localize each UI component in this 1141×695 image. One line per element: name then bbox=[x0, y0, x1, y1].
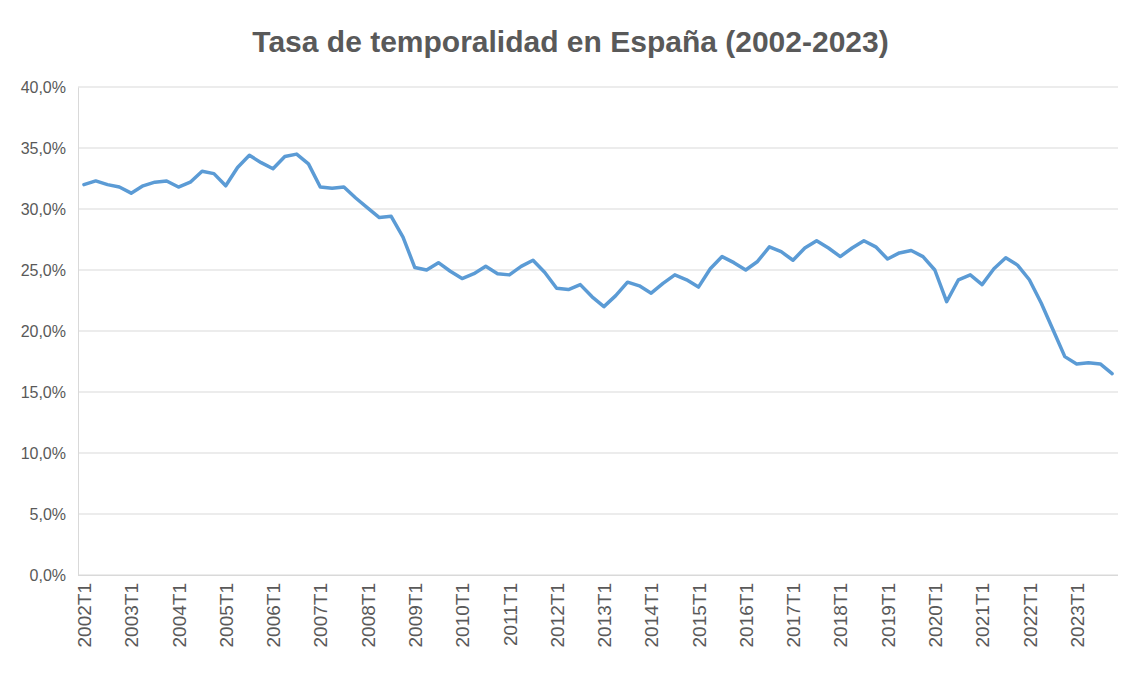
x-tick-label: 2017T1 bbox=[783, 583, 804, 647]
plot-area: 0,0% 5,0% 10,0% 15,0% 20,0% 25,0% 30,0% 35,0% 40… bbox=[21, 79, 1118, 648]
y-tick-label: 15,0% bbox=[21, 384, 66, 401]
x-tick-label: 2004T1 bbox=[169, 583, 190, 647]
x-tick-label: 2014T1 bbox=[641, 583, 662, 647]
data-line bbox=[84, 154, 1112, 374]
x-tick-label: 2010T1 bbox=[452, 583, 473, 647]
x-tick-label: 2015T1 bbox=[689, 583, 710, 647]
x-tick-label: 2018T1 bbox=[830, 583, 851, 647]
x-tick: 2016T1 bbox=[736, 575, 757, 647]
x-tick-label: 2022T1 bbox=[1020, 583, 1041, 647]
x-tick-label: 2006T1 bbox=[263, 583, 284, 647]
y-tick: 5,0% bbox=[30, 506, 78, 523]
y-tick-label: 25,0% bbox=[21, 262, 66, 279]
grid bbox=[78, 87, 1118, 575]
x-tick: 2003T1 bbox=[121, 575, 142, 647]
y-axis: 0,0% 5,0% 10,0% 15,0% 20,0% 25,0% 30,0% 35,0% 40… bbox=[21, 79, 79, 584]
y-tick-label: 20,0% bbox=[21, 323, 66, 340]
x-tick-label: 2005T1 bbox=[216, 583, 237, 647]
y-tick: 15,0% bbox=[21, 384, 78, 401]
x-tick: 2011T1 bbox=[500, 575, 521, 646]
chart-container: Tasa de temporalidad en España (2002-202… bbox=[0, 0, 1141, 695]
x-tick-label: 2020T1 bbox=[925, 583, 946, 647]
x-tick: 2004T1 bbox=[169, 575, 190, 647]
grid-line bbox=[78, 148, 1118, 149]
x-tick-label: 2023T1 bbox=[1067, 583, 1088, 647]
x-tick-label: 2012T1 bbox=[547, 583, 568, 647]
x-tick: 2018T1 bbox=[830, 575, 851, 647]
y-tick: 10,0% bbox=[21, 445, 78, 462]
chart-title: Tasa de temporalidad en España (2002-202… bbox=[252, 25, 888, 58]
y-tick-label: 10,0% bbox=[21, 445, 66, 462]
x-tick: 2021T1 bbox=[972, 575, 993, 647]
x-tick-label: 2003T1 bbox=[121, 583, 142, 647]
x-tick-label: 2002T1 bbox=[74, 583, 95, 647]
x-tick-label: 2019T1 bbox=[878, 583, 899, 647]
x-tick: 2008T1 bbox=[358, 575, 379, 647]
y-tick-label: 5,0% bbox=[30, 506, 66, 523]
x-tick-label: 2013T1 bbox=[594, 583, 615, 647]
x-tick: 2017T1 bbox=[783, 575, 804, 647]
grid-line bbox=[78, 209, 1118, 210]
x-tick-label: 2016T1 bbox=[736, 583, 757, 647]
x-tick: 2010T1 bbox=[452, 575, 473, 647]
grid-line bbox=[78, 270, 1118, 271]
y-tick: 40,0% bbox=[21, 79, 78, 96]
y-tick: 20,0% bbox=[21, 323, 78, 340]
x-axis: 2002T1 2003T1 2004T1 2005T1 2006T1 2007T1 2008… bbox=[74, 575, 1118, 647]
x-tick: 2015T1 bbox=[689, 575, 710, 647]
y-axis-line bbox=[78, 88, 79, 576]
y-tick: 0,0% bbox=[30, 567, 78, 584]
x-tick-label: 2011T1 bbox=[500, 583, 521, 646]
marks bbox=[84, 154, 1112, 374]
y-tick: 25,0% bbox=[21, 262, 78, 279]
x-tick: 2023T1 bbox=[1067, 575, 1088, 647]
grid-line bbox=[78, 87, 1118, 88]
x-tick-label: 2021T1 bbox=[972, 583, 993, 647]
grid-line bbox=[78, 331, 1118, 332]
grid-line bbox=[78, 453, 1118, 454]
grid-line bbox=[78, 514, 1118, 515]
x-tick: 2007T1 bbox=[310, 575, 331, 647]
x-tick: 2014T1 bbox=[641, 575, 662, 647]
x-axis-line bbox=[78, 575, 1118, 576]
y-tick: 35,0% bbox=[21, 140, 78, 157]
y-tick: 30,0% bbox=[21, 201, 78, 218]
x-tick: 2012T1 bbox=[547, 575, 568, 647]
grid-line bbox=[78, 392, 1118, 393]
x-tick-label: 2008T1 bbox=[358, 583, 379, 647]
y-tick-label: 40,0% bbox=[21, 79, 66, 96]
y-tick-label: 0,0% bbox=[30, 567, 66, 584]
chart-svg: Tasa de temporalidad en España (2002-202… bbox=[0, 0, 1141, 695]
x-tick: 2005T1 bbox=[216, 575, 237, 647]
y-tick-label: 30,0% bbox=[21, 201, 66, 218]
x-tick: 2019T1 bbox=[878, 575, 899, 647]
x-tick-label: 2009T1 bbox=[405, 583, 426, 647]
x-tick: 2013T1 bbox=[594, 575, 615, 647]
grid-line bbox=[78, 575, 1118, 576]
x-tick: 2006T1 bbox=[263, 575, 284, 647]
x-tick: 2002T1 bbox=[74, 575, 95, 647]
y-tick-label: 35,0% bbox=[21, 140, 66, 157]
x-tick: 2020T1 bbox=[925, 575, 946, 647]
x-tick: 2009T1 bbox=[405, 575, 426, 647]
x-tick-label: 2007T1 bbox=[310, 583, 331, 647]
x-tick: 2022T1 bbox=[1020, 575, 1041, 647]
